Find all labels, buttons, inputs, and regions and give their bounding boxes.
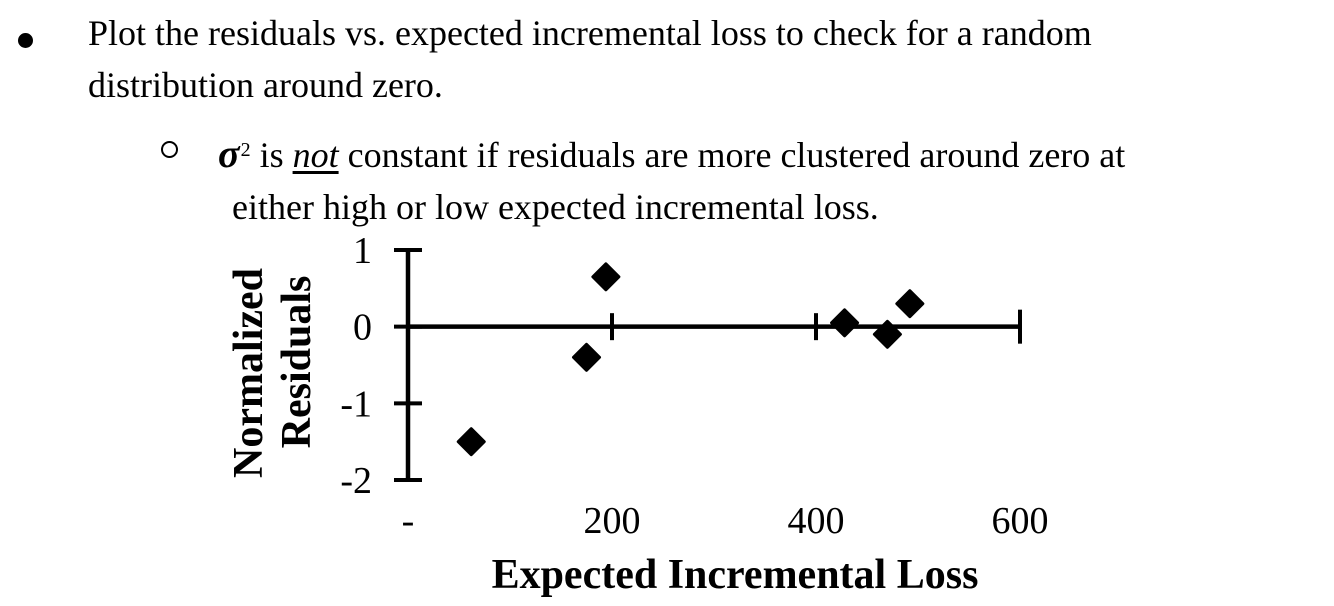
x-tick-label: 400	[788, 500, 845, 542]
data-point-diamond	[830, 308, 860, 338]
y-tick-label: -1	[340, 383, 372, 425]
scatter-chart: 1 0 -1 -2- 200 400 600 Expected Incremental Los…	[226, 232, 1049, 598]
bullet-item-text: Plot the residuals vs. expected incremen…	[88, 7, 1092, 111]
y-tick-label: 0	[353, 307, 372, 349]
y-tick-label: 1	[353, 232, 372, 272]
data-point-diamond	[872, 319, 902, 349]
data-point-diamond	[456, 427, 486, 457]
circle-bullet-icon	[161, 141, 178, 158]
sub-bullet-text-segment: constant if residuals are more clustered…	[347, 135, 1126, 175]
sub-bullet-text-line-2: either high or low expected incremental …	[232, 187, 879, 227]
y-tick-label: -2	[340, 460, 372, 502]
sigma-symbol: σ	[218, 131, 240, 176]
x-tick-label: 600	[992, 500, 1049, 542]
sigma-exponent: 2	[240, 139, 251, 161]
sub-bullet-text-line-1: σ2 is not constant if residuals are more…	[218, 122, 1125, 181]
not-emphasis: not	[292, 135, 339, 175]
x-tick-label: 200	[584, 500, 641, 542]
data-point-diamond	[591, 262, 621, 292]
sub-bullet-text-segment: is	[259, 135, 284, 175]
bullet-icon	[18, 33, 33, 48]
x-tick-label: -	[402, 500, 415, 542]
bullet-text-line-1: Plot the residuals vs. expected incremen…	[88, 13, 1092, 53]
bullet-text-line-2: distribution around zero.	[88, 65, 443, 105]
y-axis-title-line-1: Normalized	[226, 268, 272, 478]
y-axis-title-line-2: Residuals	[274, 276, 320, 449]
sub-bullet-item-text: σ2 is not constant if residuals are more…	[218, 122, 1125, 233]
x-axis-title: Expected Incremental Loss	[492, 552, 979, 598]
data-point-diamond	[895, 289, 925, 319]
data-point-diamond	[572, 342, 601, 372]
